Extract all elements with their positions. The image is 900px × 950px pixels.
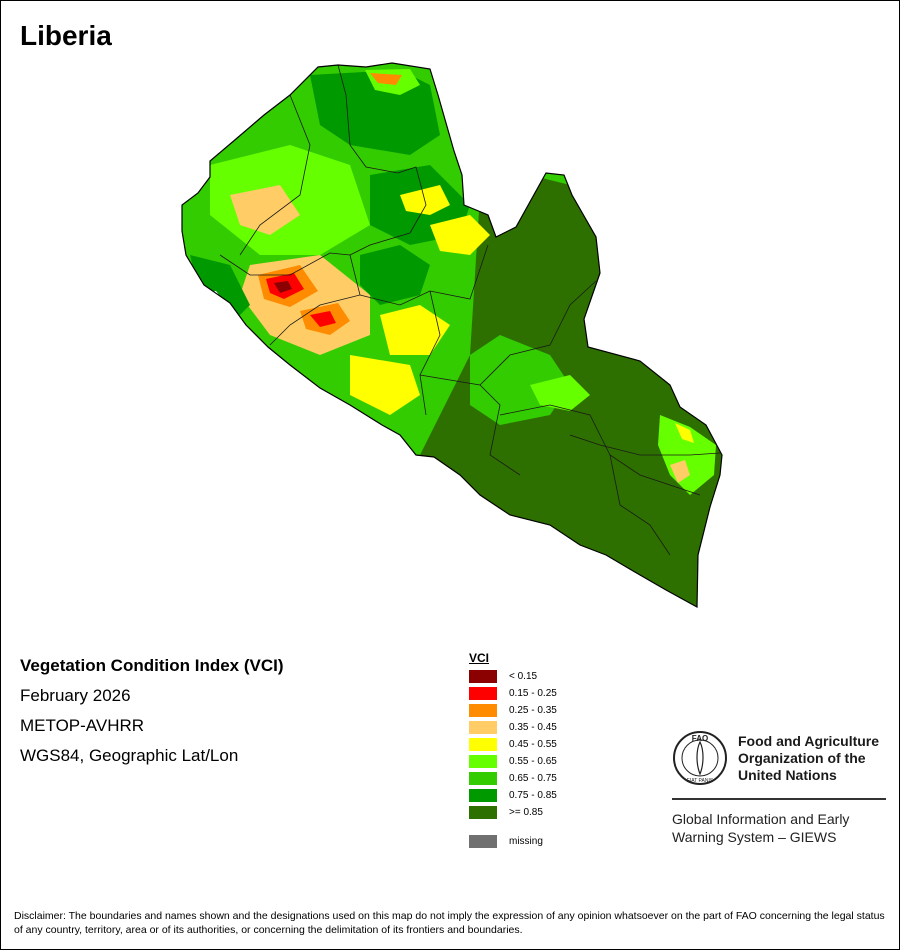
country-outline — [181, 62, 723, 609]
legend-item: 0.55 - 0.65 — [469, 753, 599, 770]
giews-line: Warning System – GIEWS — [672, 829, 837, 845]
legend-title: VCI — [469, 651, 490, 665]
map-title: Liberia — [20, 20, 112, 51]
legend-item: < 0.15 — [469, 668, 599, 685]
legend-label: 0.45 - 0.55 — [509, 739, 557, 750]
legend-label: >= 0.85 — [509, 807, 543, 818]
legend-label: 0.25 - 0.35 — [509, 705, 557, 716]
legend-item: 0.65 - 0.75 — [469, 770, 599, 787]
county-boundaries — [219, 64, 721, 556]
map-metadata: Vegetation Condition Index (VCI) Februar… — [20, 656, 284, 776]
legend-swatch — [469, 721, 497, 734]
svg-text:FIAT PANIS: FIAT PANIS — [687, 778, 714, 784]
index-title: Vegetation Condition Index (VCI) — [20, 656, 284, 675]
legend-swatch-missing — [469, 835, 497, 848]
legend-item: 0.35 - 0.45 — [469, 719, 599, 736]
legend-label: 0.35 - 0.45 — [509, 722, 557, 733]
legend-swatch — [469, 789, 497, 802]
legend-label: < 0.15 — [509, 671, 538, 682]
legend-item-missing: missing — [469, 833, 599, 850]
legend-label: 0.15 - 0.25 — [509, 688, 557, 699]
legend-label: 0.75 - 0.85 — [509, 790, 557, 801]
giews-name: Global Information and Early Warning Sys… — [672, 810, 892, 846]
legend-label: missing — [509, 836, 543, 847]
legend-swatch — [469, 806, 497, 819]
svg-text:FAO: FAO — [692, 734, 708, 743]
org-name-line: United Nations — [738, 766, 837, 783]
legend-item: 0.15 - 0.25 — [469, 685, 599, 702]
logo-divider — [672, 798, 886, 800]
legend-swatch — [469, 670, 497, 683]
giews-line: Global Information and Early — [672, 811, 850, 827]
legend-swatch — [469, 755, 497, 768]
legend-item: >= 0.85 — [469, 804, 599, 821]
legend-item: 0.45 - 0.55 — [469, 736, 599, 753]
legend-label: 0.55 - 0.65 — [509, 756, 557, 767]
fao-emblem-icon: FAO FIAT PANIS — [673, 731, 727, 785]
map-date: February 2026 — [20, 686, 131, 705]
legend-label: 0.65 - 0.75 — [509, 773, 557, 784]
legend-swatch — [469, 687, 497, 700]
country-map — [181, 62, 723, 609]
legend-swatch — [469, 704, 497, 717]
fao-giews-logo: FAO FIAT PANIS Food and Agriculture Orga… — [672, 730, 892, 846]
org-name-line: Food and Agriculture — [738, 732, 880, 749]
org-name-line: Organization of the — [738, 749, 866, 766]
vci-legend: VCI < 0.15 0.15 - 0.25 0.25 - 0.35 0.35 … — [469, 651, 599, 850]
legend-item: 0.25 - 0.35 — [469, 702, 599, 719]
projection-info: WGS84, Geographic Lat/Lon — [20, 746, 239, 765]
disclaimer-text: Disclaimer: The boundaries and names sho… — [14, 910, 885, 936]
legend-swatch — [469, 738, 497, 751]
sensor-name: METOP-AVHRR — [20, 716, 145, 735]
legend-item: 0.75 - 0.85 — [469, 787, 599, 804]
organization-name: Food and Agriculture Organization of the… — [738, 733, 879, 784]
legend-swatch — [469, 772, 497, 785]
